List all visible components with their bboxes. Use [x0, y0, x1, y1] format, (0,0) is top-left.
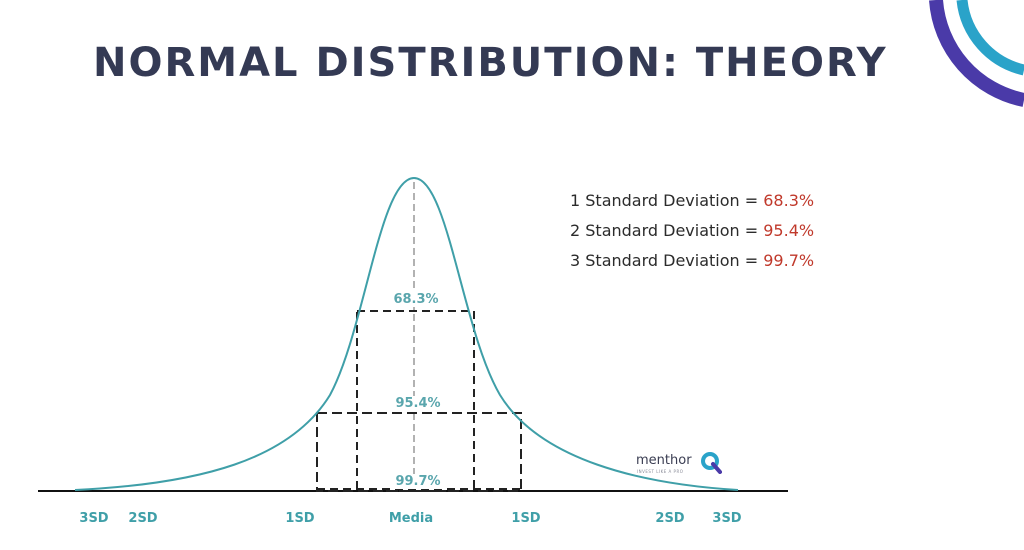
decor-arc-outer — [929, 0, 1024, 107]
legend-label: 3 Standard Deviation = — [570, 251, 764, 270]
legend-value: 95.4% — [763, 221, 815, 240]
legend-value: 99.7% — [763, 251, 815, 270]
legend-row-3sd: 3 Standard Deviation = 99.7% — [570, 246, 814, 276]
axis-label-right-2sd: 2SD — [655, 511, 685, 526]
one-sd-box — [356, 310, 475, 492]
two-sd-region-label: 95.4% — [392, 396, 444, 411]
three-sd-region-label: 99.7% — [392, 474, 444, 489]
brand-q-icon — [701, 452, 722, 474]
legend-label: 2 Standard Deviation = — [570, 221, 764, 240]
brand-logo-text: menthor — [636, 453, 692, 468]
legend-label: 1 Standard Deviation = — [570, 191, 764, 210]
two-sd-box — [316, 412, 522, 492]
axis-label-left-1sd: 1SD — [285, 511, 315, 526]
legend-value: 68.3% — [763, 191, 815, 210]
axis-label-left-3sd: 3SD — [79, 511, 109, 526]
axis-label-right-1sd: 1SD — [511, 511, 541, 526]
legend: 1 Standard Deviation = 68.3% 2 Standard … — [570, 186, 814, 276]
axis-label-right-3sd: 3SD — [712, 511, 742, 526]
brand-tagline: INVEST LIKE A PRO — [637, 469, 684, 474]
axis-label-center: Media — [388, 511, 434, 526]
axis-label-left-2sd: 2SD — [128, 511, 158, 526]
legend-row-1sd: 1 Standard Deviation = 68.3% — [570, 186, 814, 216]
page-title: NORMAL DISTRIBUTION: THEORY — [93, 40, 888, 86]
legend-row-2sd: 2 Standard Deviation = 95.4% — [570, 216, 814, 246]
decor-arc-inner — [956, 0, 1024, 76]
one-sd-region-label: 68.3% — [390, 292, 442, 307]
bell-curve — [74, 176, 739, 491]
